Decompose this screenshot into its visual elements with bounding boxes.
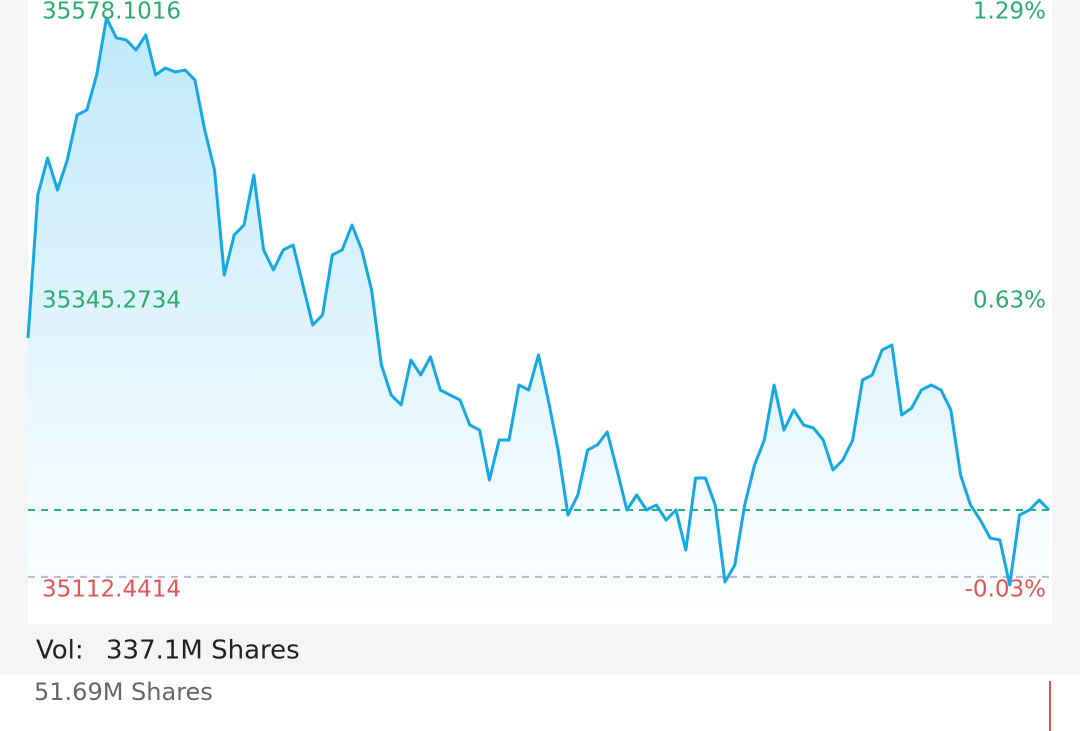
price-line	[26, 16, 1051, 587]
volume-label: Vol:	[36, 636, 84, 666]
area-fill	[28, 18, 1049, 622]
y2-tick-label: 1.29%	[973, 0, 1046, 25]
y-tick-label: 35345.2734	[42, 287, 181, 313]
y2-tick-label: -0.03%	[965, 577, 1046, 603]
y2-tick-label: 0.63%	[973, 288, 1046, 314]
y-tick-label: 35112.4414	[42, 577, 181, 603]
volume-current: 51.69M Shares	[34, 678, 213, 706]
volume-bar	[1049, 681, 1051, 731]
volume-total: 337.1M Shares	[106, 636, 300, 666]
volume-area	[0, 675, 1080, 731]
y-tick-label: 35578.1016	[42, 0, 181, 25]
